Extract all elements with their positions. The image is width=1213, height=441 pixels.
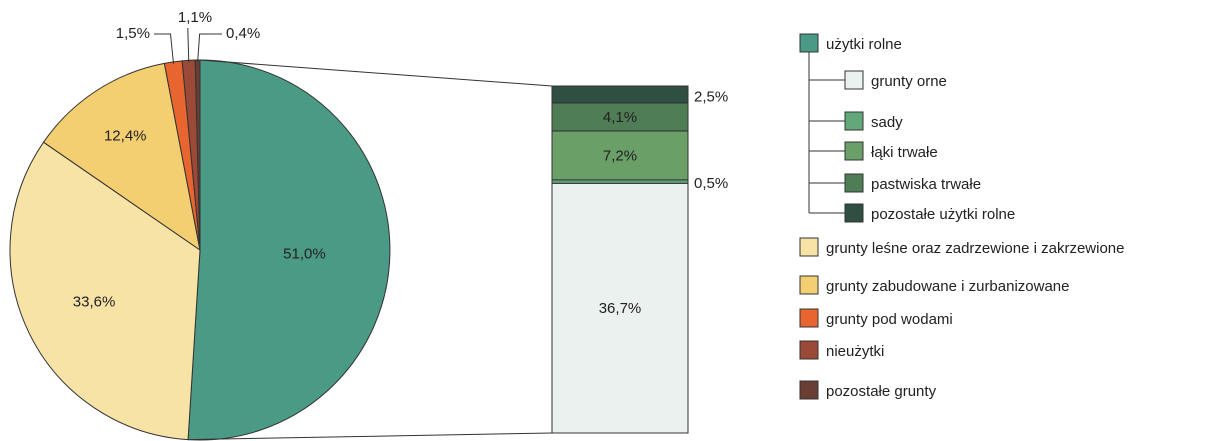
legend-label-other: nieużytki: [826, 343, 884, 360]
pie-label-uzytki: 51,0%: [283, 245, 326, 262]
legend-swatch-child: [844, 173, 864, 193]
legend-label-child: grunty orne: [871, 73, 947, 90]
pie-slice-lesne: [9, 141, 201, 441]
leader-wody: [154, 33, 175, 64]
legend-swatch-parent: [799, 33, 819, 53]
legend-label-child: pozostałe użytki rolne: [871, 206, 1015, 223]
legend-label-other: grunty zabudowane i zurbanizowane: [826, 278, 1070, 295]
connector-top: [199, 59, 553, 87]
leader-nieuz: [187, 27, 190, 63]
pie-slice-zabud: [42, 62, 201, 252]
legend-swatch-child: [844, 70, 864, 90]
bar-label-pozur: 2,5%: [694, 89, 728, 106]
pie-label-zabud: 12,4%: [104, 127, 147, 144]
bar-segment-pozur: [551, 85, 689, 104]
bar-segment-orne: [551, 182, 689, 434]
legend-swatch-child: [844, 111, 864, 131]
legend-swatch-other: [799, 340, 819, 360]
bar-label-orne: 36,7%: [599, 300, 642, 317]
legend-label-other: grunty pod wodami: [826, 311, 953, 328]
legend-label-child: łąki trwałe: [871, 144, 938, 161]
bar-label-sady: 0,5%: [694, 175, 728, 192]
bar-segment-pastw: [551, 102, 689, 132]
bar-label-laki: 7,2%: [603, 147, 637, 164]
legend-label-child: sady: [871, 114, 903, 131]
pie-label-lesne: 33,6%: [73, 293, 116, 310]
legend-label-other: pozostałe grunty: [826, 383, 937, 400]
legend-swatch-other: [799, 380, 819, 400]
leader-pozost: [197, 33, 222, 63]
bar-segment-laki: [551, 130, 689, 181]
pie-label-wody: 1,5%: [116, 25, 150, 42]
pie-label-pozost: 0,4%: [226, 25, 260, 42]
pie-slice-uzytki: [187, 59, 391, 441]
bar-label-pastw: 4,1%: [603, 109, 637, 126]
legend-swatch-other: [799, 237, 819, 257]
legend-swatch-other: [799, 308, 819, 328]
pie-label-nieuz: 1,1%: [178, 9, 212, 26]
legend-label-other: grunty leśne oraz zadrzewione i zakrzewi…: [826, 240, 1124, 257]
legend-label-child: pastwiska trwałe: [871, 176, 981, 193]
legend-swatch-other: [799, 275, 819, 295]
connector-bottom: [188, 432, 553, 441]
legend-label-parent: użytki rolne: [826, 36, 902, 53]
legend-swatch-child: [844, 141, 864, 161]
legend-swatch-child: [844, 203, 864, 223]
